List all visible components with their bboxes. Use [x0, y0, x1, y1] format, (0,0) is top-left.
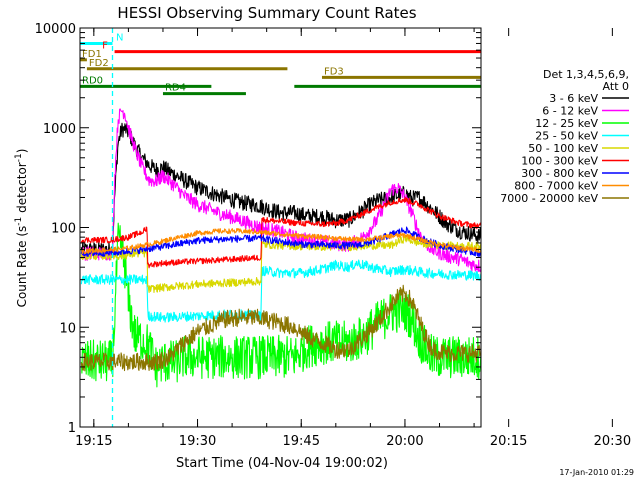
vertical-markers	[111, 28, 114, 427]
chart-title: HESSI Observing Summary Count Rates	[117, 4, 416, 22]
y-tick-label: 1000	[43, 122, 76, 137]
x-axis-label: Start Time (04-Nov-04 19:00:02)	[176, 456, 388, 471]
legend-label-25-50-kev: 25 - 50 keV	[535, 130, 598, 143]
flag-label-rd0: RD0	[82, 75, 103, 86]
flag-label-rd4: RD4	[165, 83, 186, 94]
series-line-7000-20000-kev	[80, 284, 481, 372]
flag-label-fd3: FD3	[324, 66, 344, 77]
x-tick-label: 19:15	[75, 434, 112, 449]
legend-label-3-6-kev: 3 - 6 keV	[549, 92, 598, 105]
series-line-300-800-kev	[80, 226, 481, 258]
x-tick-label: 20:00	[386, 434, 423, 449]
flag-label-fd2: FD2	[89, 58, 109, 69]
x-axis: 19:15 19:30 19:45 20:00 20:15 20:30	[75, 28, 631, 449]
series-line-6-12-kev	[81, 108, 481, 272]
legend-label-50-100-kev: 50 - 100 keV	[528, 142, 598, 155]
x-tick-label: 20:30	[594, 434, 631, 449]
y-tick-label: 10	[59, 321, 76, 336]
legend-label-12-25-kev: 12 - 25 keV	[535, 117, 598, 130]
y-tick-label: 100	[51, 222, 76, 237]
legend-subtitle: Att 0	[603, 80, 629, 93]
x-tick-label: 19:45	[283, 434, 320, 449]
y-tick-label: 1	[68, 421, 76, 436]
flag-label-f: F	[102, 41, 108, 52]
legend-label-300-800-kev: 300 - 800 keV	[521, 167, 598, 180]
x-tick-label: 20:15	[490, 434, 527, 449]
legend-label-100-300-kev: 100 - 300 keV	[521, 155, 598, 168]
series-layer	[80, 108, 481, 388]
y-axis: 1 10 100 1000 10000	[35, 22, 481, 436]
flag-label-n: N	[116, 32, 123, 43]
series-line-100-300-kev	[80, 196, 481, 269]
legend-label-7000-20000-kev: 7000 - 20000 keV	[500, 192, 598, 205]
legend-label-6-12-kev: 6 - 12 keV	[542, 105, 598, 118]
series-line-800-7000-kev	[81, 228, 481, 255]
legend-label-800-7000-kev: 800 - 7000 keV	[514, 180, 598, 193]
y-axis-label: Count Rate (s-1 detector-1)	[14, 149, 29, 308]
series-line-3-6-kev	[80, 122, 481, 259]
series-line-25-50-kev	[80, 259, 481, 323]
timestamp: 17-Jan-2010 01:29	[559, 468, 634, 477]
series-line-50-100-kev	[80, 234, 481, 294]
x-tick-label: 19:30	[179, 434, 216, 449]
legend-title: Det 1,3,4,5,6,9,	[543, 68, 629, 81]
y-tick-label: 10000	[35, 22, 76, 37]
flag-label-fd1: FD1	[82, 49, 102, 60]
